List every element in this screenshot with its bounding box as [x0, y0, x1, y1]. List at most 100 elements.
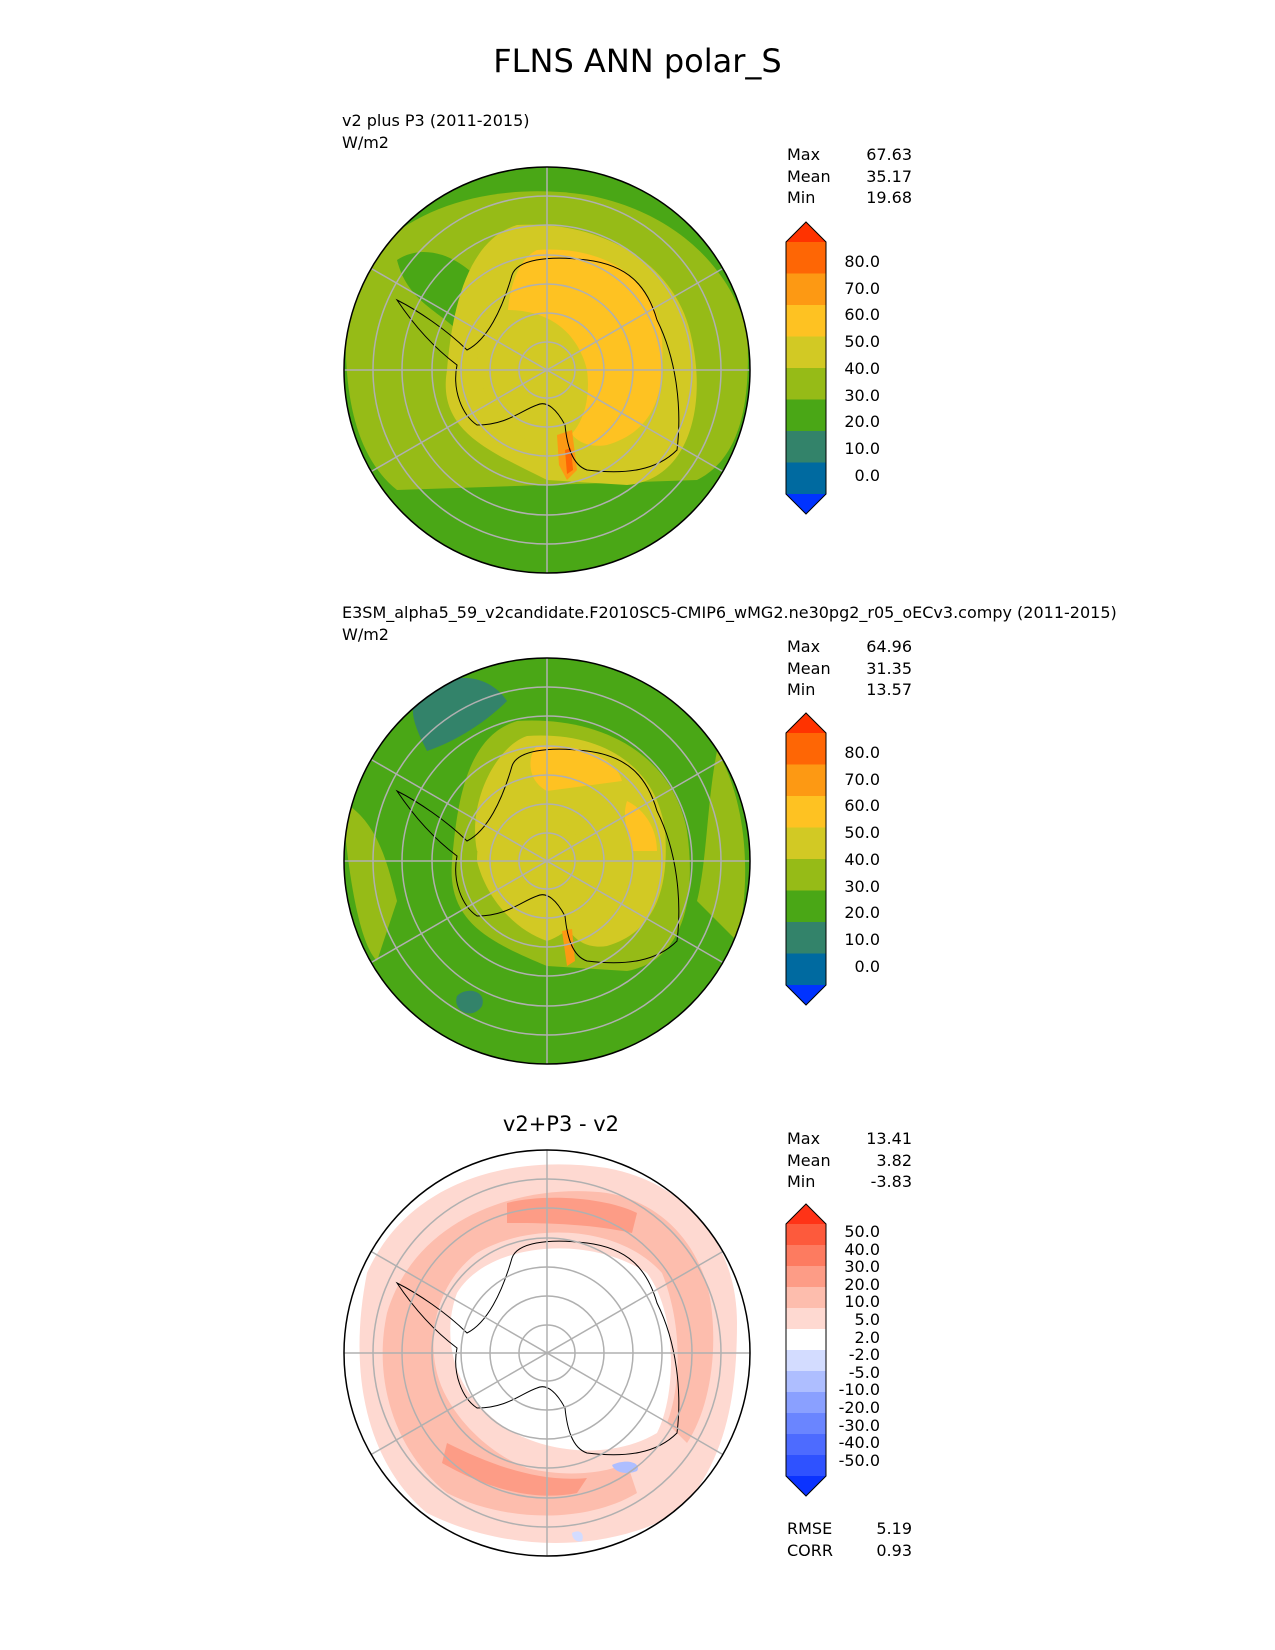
panel3-stats: Max 13.41 Mean 3.82 Min -3.83 — [787, 1128, 912, 1193]
colorbar-tick-label: 40.0 — [844, 1239, 880, 1259]
colorbar-segment — [786, 1287, 826, 1309]
panel2-units: W/m2 — [342, 625, 389, 644]
panel3-metrics: RMSE 5.19 CORR 0.93 — [787, 1518, 912, 1561]
colorbar-segment — [786, 1371, 826, 1393]
ross-shelf-max — [562, 929, 575, 966]
stat-mean-value: 35.17 — [866, 166, 912, 186]
colorbar-tick-label: 50.0 — [844, 1222, 880, 1241]
stat-label: Max — [787, 145, 821, 164]
stat-max-value: 67.63 — [866, 145, 912, 164]
colorbar-tick-label: 40.0 — [844, 849, 880, 869]
colorbar-tick-label: 30.0 — [844, 1257, 880, 1277]
panel2-map — [343, 657, 751, 1065]
colorbar-tick-label: 0.0 — [854, 956, 880, 976]
diff-ross-max — [442, 1443, 587, 1496]
colorbar-tick-label: 80.0 — [844, 252, 880, 271]
colorbar-tick-label: -2.0 — [848, 1345, 880, 1365]
panel2-stats: Max 64.96 Mean 31.35 Min 13.57 — [787, 636, 912, 701]
colorbar-tick-label: -40.0 — [838, 1433, 880, 1453]
ross-shelf-core — [565, 448, 573, 474]
panel3-title: v2+P3 - v2 — [502, 1112, 620, 1136]
stat-min-value: 19.68 — [866, 188, 912, 207]
colorbar-tick-label: 2.0 — [854, 1327, 880, 1347]
stat-label: Min — [787, 188, 816, 207]
colorbar-segment — [786, 827, 826, 860]
stat-label: Min — [787, 680, 816, 699]
panel2-colorbar — [785, 712, 827, 1006]
colorbar-segment — [786, 1224, 826, 1246]
stat-label: Max — [787, 1129, 821, 1148]
colorbar-tick-label: -10.0 — [838, 1380, 880, 1400]
metric-corr-value: 0.93 — [876, 1540, 912, 1560]
stat-mean-value: 31.35 — [866, 658, 912, 678]
colorbar-tick-label: -20.0 — [838, 1398, 880, 1417]
metric-label: RMSE — [787, 1519, 833, 1538]
colorbar-tick-label: -50.0 — [838, 1450, 880, 1470]
colorbar-segment — [786, 890, 826, 923]
colorbar-extend-max — [786, 222, 826, 242]
colorbar-segment — [786, 733, 826, 765]
map-boundary — [343, 166, 751, 574]
colorbar-extend-min — [786, 1476, 826, 1496]
colorbar-segment — [786, 1266, 826, 1288]
coastline — [395, 257, 680, 473]
panel3-colorbar — [785, 1203, 827, 1497]
colorbar-tick-label: 50.0 — [844, 332, 880, 352]
stat-label: Mean — [787, 1150, 831, 1170]
stat-min-value: 13.57 — [866, 680, 912, 699]
panel1-colorbar — [785, 221, 827, 515]
colorbar-tick-label: 5.0 — [854, 1310, 880, 1329]
colorbar-segment — [786, 859, 826, 891]
panel1-units: W/m2 — [342, 133, 389, 152]
panel1-stats: Max 67.63 Mean 35.17 Min 19.68 — [787, 144, 912, 209]
colorbar-extend-min — [786, 494, 826, 514]
colorbar-tick-label: 60.0 — [844, 796, 880, 816]
colorbar-segment — [786, 922, 826, 954]
colorbar-tick-label: 80.0 — [844, 743, 880, 762]
colorbar-segment — [786, 1329, 826, 1351]
stat-label: Mean — [787, 658, 831, 678]
panel3-map — [343, 1149, 751, 1557]
stat-min-value: -3.83 — [870, 1172, 912, 1191]
panel1-map — [343, 166, 751, 574]
continent-plateau — [530, 745, 622, 791]
colorbar-tick-label: 10.0 — [844, 438, 880, 458]
map-boundary — [343, 657, 751, 1065]
colorbar-extend-max — [786, 713, 826, 733]
colorbar-tick-label: 0.0 — [854, 465, 880, 485]
colorbar-segment — [786, 1434, 826, 1456]
south-atlantic-patch — [412, 677, 507, 751]
stat-label: Min — [787, 1172, 816, 1191]
colorbar-tick-label: 10.0 — [844, 1292, 880, 1312]
stat-max-value: 13.41 — [866, 1129, 912, 1148]
colorbar-tick-label: 20.0 — [844, 412, 880, 432]
colorbar-segment — [786, 242, 826, 274]
stat-mean-value: 3.82 — [876, 1150, 912, 1170]
colorbar-extend-max — [786, 1204, 826, 1224]
colorbar-tick-label: 60.0 — [844, 305, 880, 325]
colorbar-tick-label: 70.0 — [844, 278, 880, 298]
figure-title: FLNS ANN polar_S — [493, 42, 782, 80]
panel1-title: v2 plus P3 (2011-2015) — [342, 111, 530, 130]
colorbar-segment — [786, 1455, 826, 1477]
metric-rmse-value: 5.19 — [876, 1519, 912, 1538]
colorbar-segment — [786, 1413, 826, 1435]
colorbar-tick-label: 20.0 — [844, 903, 880, 923]
metric-label: CORR — [787, 1540, 833, 1560]
coastline — [395, 1240, 680, 1456]
colorbar-tick-label: 30.0 — [844, 385, 880, 405]
stat-label: Mean — [787, 166, 831, 186]
colorbar-tick-label: 70.0 — [844, 769, 880, 789]
colorbar-tick-label: 40.0 — [844, 358, 880, 378]
colorbar-tick-label: 20.0 — [844, 1274, 880, 1294]
colorbar-segment — [786, 431, 826, 463]
colorbar-tick-label: 30.0 — [844, 876, 880, 896]
colorbar-segment — [786, 1308, 826, 1330]
colorbar-tick-label: -5.0 — [848, 1362, 880, 1382]
coastline — [395, 748, 680, 964]
diff-weddell-max — [507, 1197, 637, 1233]
stat-max-value: 64.96 — [866, 637, 912, 656]
colorbar-segment — [786, 764, 826, 797]
colorbar-outline — [785, 221, 827, 515]
colorbar-segment — [786, 305, 826, 337]
